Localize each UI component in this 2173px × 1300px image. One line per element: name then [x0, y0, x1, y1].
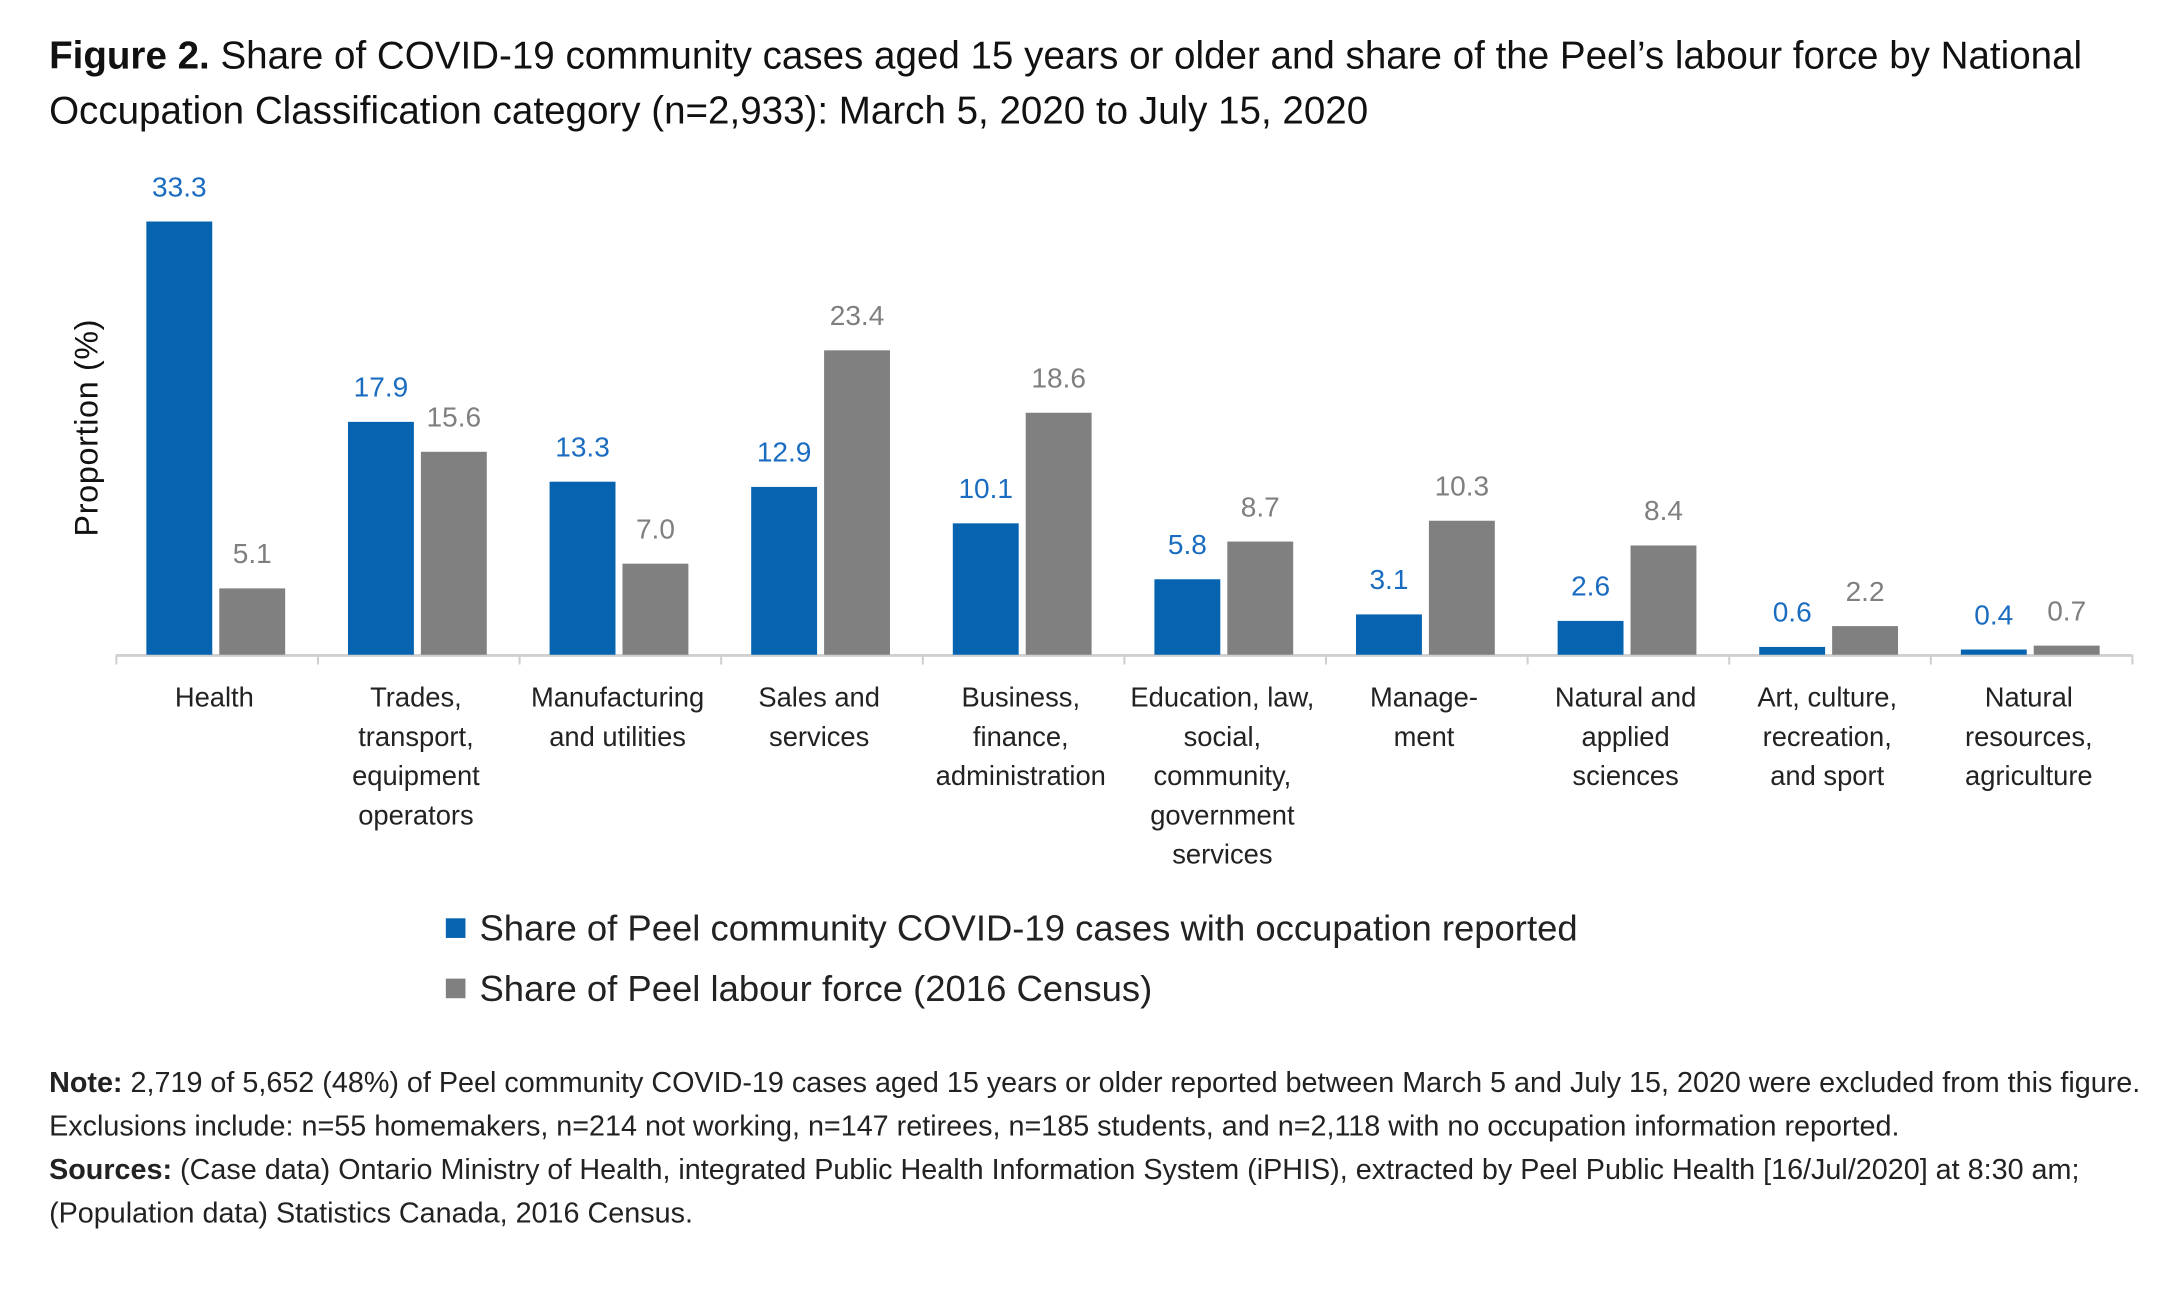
x-tick-label: Health: [174, 682, 254, 714]
bar-cases: [1759, 646, 1826, 655]
x-tick-label: Manufacturing and utilities: [530, 682, 705, 753]
data-label: 3.1: [1369, 564, 1408, 595]
bar-labour-force: [1832, 626, 1899, 655]
data-label: 8.4: [1644, 495, 1683, 526]
data-label: 10.1: [958, 473, 1013, 504]
data-label: 17.9: [354, 372, 409, 403]
legend-item-cases: Share of Peel community COVID-19 cases w…: [445, 907, 1578, 950]
note: Note: 2,719 of 5,652 (48%) of Peel commu…: [49, 1061, 2152, 1148]
data-label: 15.6: [427, 402, 482, 433]
bar-cases: [1557, 620, 1624, 655]
data-label: 10.3: [1435, 470, 1490, 501]
bar-cases: [1960, 649, 2027, 655]
data-label: 5.8: [1168, 529, 1207, 560]
data-label: 7.0: [636, 513, 675, 544]
data-label: 8.7: [1241, 491, 1280, 522]
data-label: 12.9: [757, 437, 812, 468]
bar-cases: [549, 481, 616, 655]
bar-cases: [952, 523, 1019, 655]
x-tick-label: Sales and services: [758, 682, 880, 753]
sources-label: Sources:: [49, 1153, 173, 1187]
data-label: 13.3: [555, 431, 610, 462]
legend-item-labour-force: Share of Peel labour force (2016 Census): [445, 967, 1153, 1010]
bar-cases: [751, 486, 818, 655]
bar-labour-force: [824, 350, 890, 655]
x-tick-label: Natural and applied sciences: [1554, 682, 1697, 793]
data-label: 0.6: [1773, 597, 1812, 628]
x-tick-label: Manage- ment: [1370, 682, 1478, 753]
sources-text: (Case data) Ontario Ministry of Health, …: [49, 1153, 2080, 1230]
bar-labour-force: [622, 563, 689, 655]
figure-number: Figure 2.: [49, 33, 210, 78]
legend-label: Share of Peel community COVID-19 cases w…: [479, 907, 1578, 950]
notes: Note: 2,719 of 5,652 (48%) of Peel commu…: [49, 1061, 2152, 1235]
data-label: 23.4: [830, 300, 885, 331]
bar-labour-force: [1428, 520, 1495, 655]
sources: Sources: (Case data) Ontario Ministry of…: [49, 1148, 2152, 1235]
data-label: 0.7: [2047, 595, 2086, 626]
figure-title-text: Share of COVID-19 community cases aged 1…: [49, 33, 2083, 132]
data-label: 33.3: [152, 171, 207, 202]
data-label: 2.6: [1571, 571, 1610, 602]
x-tick-label: Art, culture, recreation, and sport: [1757, 682, 1898, 793]
bar-cases: [146, 221, 213, 655]
bar-labour-force: [1630, 545, 1697, 655]
legend-label: Share of Peel labour force (2016 Census): [479, 967, 1153, 1010]
bar-labour-force: [420, 451, 487, 655]
bar-cases: [1154, 579, 1221, 655]
legend-swatch-gray: [445, 978, 466, 999]
figure-title: Figure 2. Share of COVID-19 community ca…: [49, 28, 2152, 137]
bar-labour-force: [2033, 645, 2100, 655]
data-label: 0.4: [1974, 599, 2013, 630]
bar-labour-force: [219, 588, 286, 655]
legend-swatch-blue: [445, 918, 466, 938]
bar-cases: [1356, 614, 1422, 655]
x-tick-label: Trades, transport, equipment operators: [352, 682, 480, 832]
bar-chart: 33.3 5.1 17.9 15.6 13.3 7.0 12.9 23.4 10.1 18.6 5.…: [115, 171, 2134, 665]
note-text: 2,719 of 5,652 (48%) of Peel community C…: [49, 1066, 2141, 1143]
bar-labour-force: [1025, 412, 1092, 655]
x-tick-label: Business, finance, administration: [935, 682, 1106, 793]
data-label: 2.2: [1846, 576, 1885, 607]
x-tick-label: Education, law, social, community, gover…: [1130, 682, 1315, 871]
x-tick-label: Natural resources, agriculture: [1964, 682, 2093, 793]
data-label: 18.6: [1031, 363, 1086, 394]
note-label: Note:: [49, 1066, 123, 1100]
bar-labour-force: [1227, 541, 1294, 655]
data-label: 5.1: [233, 538, 272, 569]
bar-cases: [347, 421, 414, 655]
